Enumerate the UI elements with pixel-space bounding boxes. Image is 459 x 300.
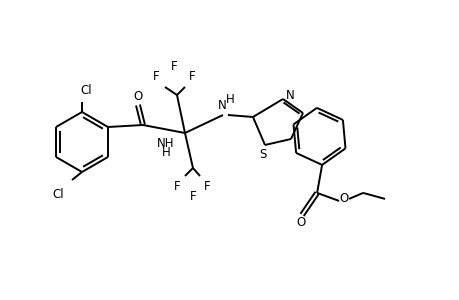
Text: F: F [152, 70, 159, 83]
Text: H: H [161, 146, 170, 158]
Text: O: O [133, 89, 142, 103]
Text: F: F [203, 181, 210, 194]
Text: F: F [189, 190, 196, 203]
Text: Cl: Cl [80, 83, 92, 97]
Text: O: O [296, 216, 305, 230]
Text: F: F [174, 181, 180, 194]
Text: H: H [225, 92, 234, 106]
Text: S: S [259, 148, 266, 160]
Text: F: F [170, 59, 177, 73]
Text: NH: NH [157, 136, 174, 149]
Text: F: F [188, 70, 195, 83]
Text: O: O [339, 192, 348, 206]
Text: Cl: Cl [52, 188, 64, 200]
Text: N: N [217, 98, 226, 112]
Text: N: N [285, 88, 294, 101]
